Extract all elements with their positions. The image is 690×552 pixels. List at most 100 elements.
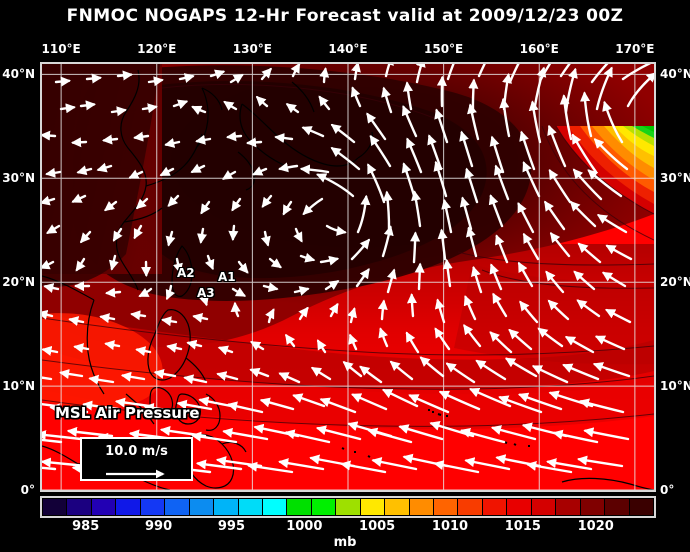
wind-arrow	[261, 194, 273, 208]
wind-arrow	[200, 200, 211, 215]
wind-arrow	[101, 134, 119, 145]
wind-arrow	[42, 309, 54, 320]
wind-arrow	[381, 225, 394, 258]
wind-arrow	[573, 270, 596, 291]
y-tick-label-right: 10°N	[660, 379, 690, 394]
pressure-colorbar[interactable]	[40, 496, 656, 518]
wind-arrow	[75, 257, 86, 272]
wind-arrow	[544, 200, 566, 231]
wind-arrow	[605, 308, 632, 324]
wind-arrow	[282, 200, 293, 216]
wind-arrow	[325, 224, 347, 236]
wind-arrow	[602, 100, 624, 144]
wind-arrow	[559, 94, 573, 141]
wind-arrow	[104, 340, 121, 351]
wind-arrow	[433, 160, 448, 198]
wind-arrow	[564, 67, 578, 114]
wind-arrow	[382, 190, 393, 231]
wind-arrow	[517, 261, 534, 288]
wind-arrow	[245, 137, 263, 148]
colorbar-cell	[360, 499, 385, 515]
colorbar-tick-label: 985	[72, 519, 100, 534]
wind-arrow	[42, 130, 57, 141]
wind-arrow	[583, 427, 630, 441]
vector-scale-label: 10.0 m/s	[105, 444, 168, 459]
wind-arrow	[593, 138, 629, 171]
wind-arrow	[384, 64, 394, 78]
wind-arrow	[301, 126, 325, 138]
wind-arrow	[381, 86, 393, 114]
wind-arrow	[133, 131, 150, 142]
wind-arrow	[103, 200, 118, 212]
wind-arrow	[99, 313, 116, 324]
wind-arrow	[278, 372, 301, 384]
wind-arrow	[340, 460, 387, 474]
wind-arrow	[519, 130, 536, 171]
wind-arrow	[141, 103, 158, 114]
wind-arrow	[406, 293, 418, 318]
x-tick-label: 160°E	[519, 42, 559, 56]
wind-arrow	[389, 360, 414, 381]
wind-arrow	[498, 395, 543, 414]
wind-arrow	[578, 398, 625, 414]
vector-scale-legend: 10.0 m/s	[80, 437, 193, 481]
wind-arrow	[70, 137, 88, 148]
wind-arrow	[298, 306, 309, 321]
wind-arrow	[328, 302, 339, 318]
wind-arrow	[366, 112, 387, 141]
wind-arrow	[401, 162, 417, 201]
colorbar-cell	[140, 499, 165, 515]
wind-arrow	[293, 286, 310, 296]
wind-arrow	[580, 91, 593, 138]
wind-arrow	[576, 299, 601, 318]
wind-arrow	[265, 308, 275, 324]
wind-arrow	[605, 244, 633, 261]
wind-arrow	[434, 298, 446, 324]
wind-arrow	[359, 365, 383, 384]
wind-arrow	[285, 333, 296, 348]
wind-arrow	[348, 333, 358, 351]
wind-arrow	[42, 259, 55, 270]
colorbar-tick-label: 995	[217, 519, 245, 534]
y-tick-label-right: 40°N	[660, 67, 690, 82]
wind-arrow	[192, 312, 209, 323]
wind-arrow	[552, 429, 599, 444]
wind-arrow	[441, 198, 453, 234]
wind-arrow	[199, 290, 209, 307]
wind-arrow	[577, 455, 624, 468]
wind-arrow	[318, 95, 331, 111]
colorbar-cell	[385, 499, 409, 515]
wind-arrow	[310, 366, 332, 381]
wind-arrow	[209, 69, 226, 80]
map-gridlines	[42, 64, 654, 490]
wind-arrow	[504, 357, 538, 378]
wind-arrow	[255, 95, 269, 108]
wind-arrow	[262, 282, 279, 293]
wind-arrow	[71, 193, 87, 203]
colorbar-cell	[434, 499, 458, 515]
wind-arrow	[369, 134, 392, 168]
wind-arrow	[42, 402, 58, 408]
wind-arrow	[351, 393, 388, 411]
wind-arrow	[46, 224, 61, 234]
colorbar-tick-label: 1020	[577, 519, 614, 534]
wind-arrow	[88, 374, 115, 385]
wind-arrow	[42, 466, 57, 471]
wind-arrow	[410, 231, 421, 264]
wind-arrow	[217, 345, 234, 356]
wind-arrow	[499, 97, 511, 138]
map-plot-area[interactable]: MSL Air Pressure 10.0 m/s A2 A1 A3	[40, 62, 656, 492]
y-tick-label-left: 30°N	[2, 171, 35, 186]
wind-arrow	[227, 401, 264, 414]
y-tick-label-left: 40°N	[2, 67, 35, 82]
wind-arrow	[216, 371, 239, 381]
wind-arrow	[49, 403, 89, 414]
wind-arrow	[274, 132, 294, 143]
y-tick-label-right: 0°	[660, 483, 675, 497]
wind-arrow	[477, 64, 486, 78]
wind-arrow	[471, 265, 483, 294]
wind-arrow	[96, 162, 113, 173]
wind-arrow	[191, 431, 238, 444]
wind-arrow	[198, 396, 233, 408]
